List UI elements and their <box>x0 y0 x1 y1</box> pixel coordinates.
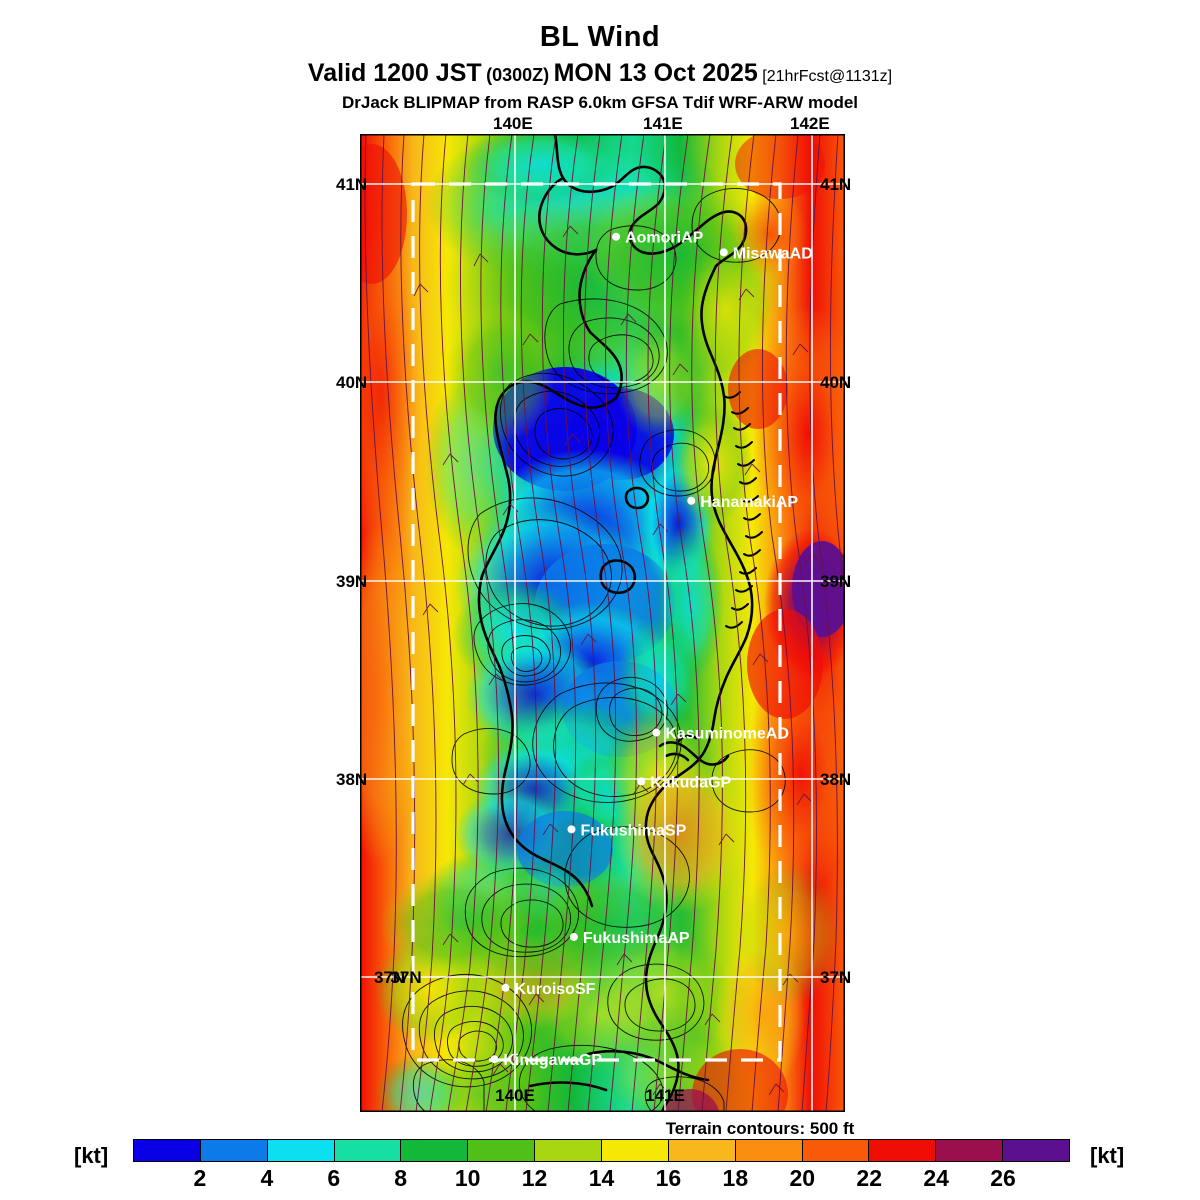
colorbar-band-13 <box>1003 1140 1070 1161</box>
colorbar-tick-4: 4 <box>260 1165 274 1191</box>
colorbar-tick-24: 24 <box>923 1165 949 1191</box>
colorbar-band-2 <box>267 1140 335 1161</box>
lon-label-top-140e: 140E <box>493 114 533 133</box>
station-marker-kuroisosf[interactable]: KuroisoSF <box>501 981 596 998</box>
colorbar-band-12 <box>936 1140 1004 1161</box>
colorbar-tick-6: 6 <box>327 1165 341 1191</box>
colorbar-band-3 <box>334 1140 402 1161</box>
station-label: KuroisoSF <box>515 981 596 998</box>
station-marker-kasuminomead[interactable]: KasuminomeAD <box>652 726 789 743</box>
colorbar-unit-right: [kt] <box>1090 1143 1125 1168</box>
colorbar-tick-20: 20 <box>789 1165 816 1191</box>
colorbar-tick-18: 18 <box>722 1165 749 1191</box>
valid-time-line: Valid 1200 JST (0300Z) MON 13 Oct 2025 [… <box>0 60 1200 86</box>
station-dot <box>612 232 621 241</box>
station-dot <box>687 496 696 505</box>
wind-streamlines <box>364 134 845 1112</box>
colorbar-tick-26: 26 <box>990 1165 1016 1191</box>
station-marker-hanamakiap[interactable]: HanamakiAP <box>687 494 798 511</box>
colorbar-tick-12: 12 <box>521 1165 548 1191</box>
model-description: DrJack BLIPMAP from RASP 6.0km GFSA Tdif… <box>341 92 859 112</box>
terrain-contour-note: Terrain contours: 500 ft <box>665 1119 855 1138</box>
colorbar-band-4 <box>401 1140 469 1161</box>
lon-label-top-142e: 142E <box>790 114 830 133</box>
lat-label-left-39n: 39N <box>336 572 368 591</box>
lat-label-left-40n: 40N <box>336 373 368 392</box>
station-marker-kinugawagp[interactable]: KinugawaGP <box>490 1052 602 1069</box>
map-canvas: AomoriAP MisawaAD HanamakiAP KasuminomeAD Ka… <box>360 134 845 1112</box>
valid-utc: (0300Z) <box>486 65 550 86</box>
colorbar-tick-2: 2 <box>193 1165 207 1191</box>
lat-label-right-41n: 41N <box>820 175 852 194</box>
page-title: BL Wind <box>539 21 661 53</box>
colorbar-band-5 <box>468 1140 536 1161</box>
colorbar-band-6 <box>535 1140 603 1161</box>
station-label: KinugawaGP <box>503 1052 602 1069</box>
colorbar-tick-22: 22 <box>856 1165 882 1191</box>
lon-label-bottom-140e: 140E <box>495 1086 535 1105</box>
domain-box <box>411 182 782 1062</box>
station-label: FukushimaAP <box>583 930 690 947</box>
colorbar-tick-14: 14 <box>588 1165 615 1191</box>
station-label: HanamakiAP <box>700 494 798 511</box>
map-field: AomoriAP MisawaAD HanamakiAP KasuminomeAD Ka… <box>360 134 845 1112</box>
colorbar-tick-16: 16 <box>655 1165 682 1191</box>
station-dot <box>637 777 646 786</box>
colorbar-band-8 <box>668 1140 736 1161</box>
lat-label-left-41n: 41N <box>336 175 368 194</box>
colorbar-tick-10: 10 <box>454 1165 481 1191</box>
station-label: KasuminomeAD <box>665 726 789 743</box>
station-label: MisawaAD <box>733 245 813 262</box>
lat-label-right-40n: 40N <box>820 373 852 392</box>
lat-label-right-39n: 39N <box>820 572 852 591</box>
colorbar-band-9 <box>735 1140 803 1161</box>
forecast-tag: [21hrFcst@1131z] <box>762 68 893 86</box>
colorbar-tick-labels: 2 4 6 8 10 12 14 16 18 20 22 24 26 <box>133 1165 1070 1193</box>
colorbar-unit-left: [kt] <box>74 1143 109 1168</box>
station-dot <box>652 728 661 737</box>
station-marker-aomoriap[interactable]: AomoriAP <box>612 230 704 247</box>
lon-label-top-141e: 141E <box>643 114 683 133</box>
colorbar[interactable] <box>133 1139 1070 1162</box>
lat-label-inner-37n: 37N <box>390 968 421 987</box>
station-dot <box>569 932 578 941</box>
station-dot <box>490 1055 499 1064</box>
header: BL Wind Valid 1200 JST (0300Z) MON 13 Oc… <box>0 0 1200 112</box>
colorbar-band-7 <box>602 1140 669 1161</box>
station-marker-fukushimaap[interactable]: FukushimaAP <box>569 930 690 947</box>
lon-label-bottom-141e: 141E <box>645 1086 685 1105</box>
valid-date: MON 13 Oct 2025 <box>553 59 758 88</box>
lat-label-right-37n: 37N <box>820 968 852 987</box>
colorbar-band-1 <box>200 1140 268 1161</box>
station-marker-misawaad[interactable]: MisawaAD <box>719 245 813 262</box>
station-label: KakudaGP <box>650 774 731 791</box>
station-label: AomoriAP <box>625 230 704 247</box>
colorbar-band-11 <box>869 1140 937 1161</box>
station-marker-fukushimasp[interactable]: FukushimaSP <box>567 822 687 839</box>
station-label: FukushimaSP <box>580 822 686 839</box>
station-layer: AomoriAP MisawaAD HanamakiAP KasuminomeAD Ka… <box>490 230 813 1069</box>
lat-label-right-38n: 38N <box>820 770 852 789</box>
graticule <box>360 134 845 1112</box>
terrain-contours <box>402 187 786 1112</box>
colorbar-band-0 <box>134 1140 201 1161</box>
station-marker-kakudagp[interactable]: KakudaGP <box>637 774 732 791</box>
colorbar-tick-8: 8 <box>394 1165 408 1191</box>
lat-label-left-38n: 38N <box>336 770 368 789</box>
station-dot <box>719 248 728 257</box>
weather-map[interactable]: AomoriAP MisawaAD HanamakiAP KasuminomeAD Ka… <box>360 134 845 1112</box>
map-frame <box>360 134 845 1112</box>
valid-prefix: Valid 1200 JST <box>307 59 482 88</box>
colorbar-band-10 <box>802 1140 870 1161</box>
lat-label-left-37n: 37N <box>374 968 406 987</box>
station-dot <box>501 983 510 992</box>
station-dot <box>567 825 576 834</box>
